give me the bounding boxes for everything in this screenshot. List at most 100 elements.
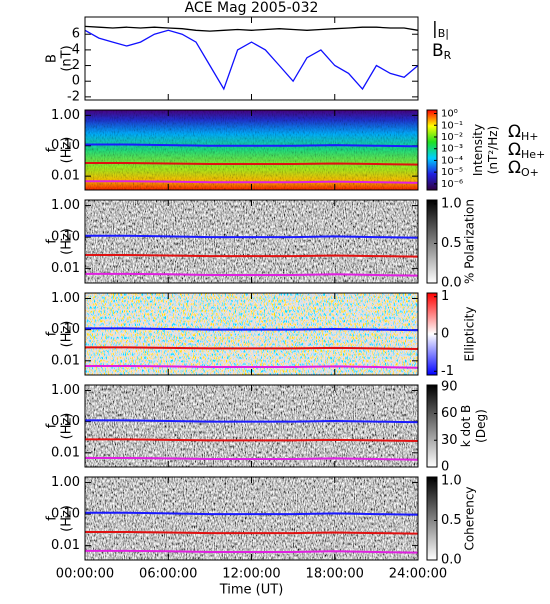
- plot-frame: [84, 199, 419, 284]
- series-line: [85, 234, 419, 239]
- spectrogram: [85, 385, 418, 467]
- legend-entry: ΩHe+: [508, 140, 545, 161]
- y-axis-label: (Hz): [60, 321, 75, 348]
- x-tick-label: 06:00:00: [139, 567, 197, 582]
- series-line: [85, 346, 419, 350]
- colorbar: [426, 109, 438, 191]
- y-axis-label: f: [45, 331, 60, 336]
- y-axis-label: f: [45, 239, 60, 244]
- series-line: [85, 365, 419, 369]
- y-axis-label: B: [45, 54, 60, 63]
- y-tick-label: 1.00: [51, 475, 80, 490]
- colorbar-tick-label: 0.5: [441, 236, 462, 251]
- spectrogram-texture: [85, 110, 418, 190]
- legend-entry: BR: [432, 41, 452, 62]
- series-line: [85, 419, 419, 424]
- colorbar-label: Coherency: [463, 486, 477, 550]
- legend-subscript: O+: [521, 166, 539, 179]
- colorbar-tick-label: 30: [441, 433, 458, 448]
- colorbar-tick-label: 0.0: [441, 553, 462, 568]
- series-line: [85, 531, 419, 535]
- x-axis-label: Time (UT): [219, 583, 284, 598]
- y-tick-label: 6: [72, 27, 80, 42]
- y-tick-label: 0.01: [51, 353, 80, 368]
- colorbar-tick-label: 1.0: [441, 473, 462, 488]
- legend-text: B: [432, 41, 444, 61]
- series-line: [85, 180, 419, 184]
- colorbar-tick-label: 90: [441, 379, 458, 394]
- series-line: [85, 511, 419, 516]
- legend-entry: |B|: [432, 19, 449, 40]
- x-tick-label: 12:00:00: [222, 567, 280, 582]
- y-tick-label: 0.10: [51, 230, 80, 245]
- y-tick-label: 0.10: [51, 507, 80, 522]
- colorbar-tick-label: 10⁻⁵: [441, 167, 463, 178]
- series-line: [85, 162, 419, 166]
- y-tick-label: 4: [72, 42, 80, 57]
- colorbar: [426, 384, 438, 468]
- spectrogram: [85, 477, 418, 560]
- legend-subscript: B|: [438, 27, 449, 40]
- y-tick-label: 0.01: [51, 169, 80, 184]
- y-axis-label: f: [45, 147, 60, 152]
- y-axis-label: (Hz): [60, 413, 75, 440]
- y-tick-label: 0.10: [51, 138, 80, 153]
- legend-entry: ΩH+: [508, 122, 539, 143]
- legend-entry: ΩO+: [508, 158, 539, 179]
- colorbar-tick-label: 60: [441, 406, 458, 421]
- colorbar-tick-label: 10⁻⁴: [441, 155, 463, 166]
- y-axis-label: (Hz): [60, 137, 75, 164]
- colorbar-label: % Polarization: [463, 199, 477, 284]
- spectrogram: [85, 200, 418, 283]
- colorbar-label: Intensity: [471, 124, 485, 176]
- colorbar-tick-label: 10⁻⁶: [441, 179, 463, 190]
- colorbar-tick-label: 0: [441, 327, 449, 342]
- colorbar-tick-label: 1.0: [441, 196, 462, 211]
- colorbar-tick-label: -1: [441, 364, 454, 379]
- legend-subscript: H+: [521, 130, 539, 143]
- plot-frame: [84, 16, 419, 101]
- series-line: [85, 272, 419, 277]
- y-tick-label: 1.00: [51, 108, 80, 123]
- y-tick-label: 0.10: [51, 322, 80, 337]
- y-tick-label: 0: [72, 74, 80, 89]
- series-line: [85, 457, 419, 461]
- colorbar-tick-label: 10⁻³: [441, 144, 463, 155]
- y-axis-label: f: [45, 423, 60, 428]
- series-line: [84, 29, 419, 91]
- y-tick-label: 0.01: [51, 261, 80, 276]
- x-tick-label: 24:00:00: [389, 567, 447, 582]
- colorbar-tick-label: 0: [441, 460, 449, 475]
- y-axis-label: f: [45, 516, 60, 521]
- colorbar-tick-label: 10⁰: [441, 109, 458, 120]
- y-tick-label: 1.00: [51, 383, 80, 398]
- x-tick-label: 00:00:00: [56, 567, 114, 582]
- plot-frame: [84, 384, 419, 468]
- colorbar-tick-label: 0.5: [441, 513, 462, 528]
- y-tick-label: 1.00: [51, 198, 80, 213]
- y-tick-label: 2: [72, 58, 80, 73]
- x-tick-label: 18:00:00: [306, 567, 364, 582]
- plot-frame: [84, 476, 419, 561]
- legend-text: Ω: [508, 122, 521, 142]
- colorbar-tick-label: 10⁻¹: [441, 120, 463, 131]
- series-line: [85, 438, 419, 442]
- y-axis-label: (nT): [60, 45, 75, 71]
- y-tick-label: 0.10: [51, 414, 80, 429]
- colorbar: [426, 199, 438, 284]
- colorbar-tick-label: 10⁻²: [441, 132, 463, 143]
- y-axis-label: (Hz): [60, 505, 75, 532]
- legend-subscript: He+: [521, 148, 545, 161]
- series-line: [85, 549, 419, 554]
- legend-subscript: R: [444, 49, 452, 62]
- series-line: [85, 143, 419, 148]
- legend-text: Ω: [508, 158, 521, 178]
- series-line: [84, 25, 419, 32]
- y-axis-label: (Hz): [60, 228, 75, 255]
- colorbar-label: (Deg): [474, 409, 488, 443]
- legend-text: Ω: [508, 140, 521, 160]
- series-line: [85, 254, 419, 258]
- series-line: [85, 327, 419, 332]
- y-tick-label: -2: [67, 89, 80, 104]
